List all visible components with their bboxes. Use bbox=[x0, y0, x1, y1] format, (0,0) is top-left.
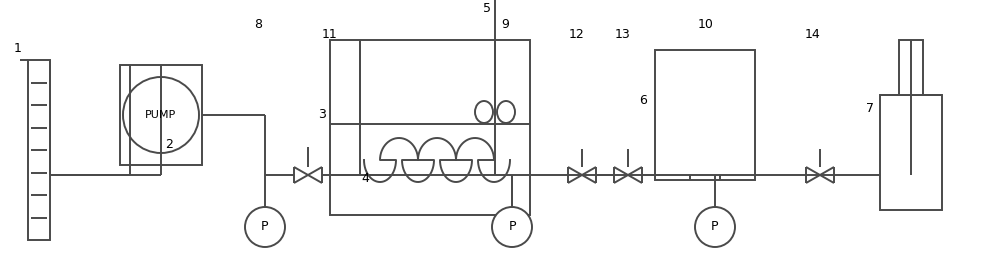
Circle shape bbox=[123, 77, 199, 153]
Text: 7: 7 bbox=[866, 102, 874, 114]
Text: 9: 9 bbox=[501, 19, 509, 32]
Text: PUMP: PUMP bbox=[145, 110, 177, 120]
Text: 8: 8 bbox=[254, 19, 262, 32]
Text: 4: 4 bbox=[361, 171, 369, 184]
Text: 11: 11 bbox=[322, 29, 338, 42]
Text: 1: 1 bbox=[14, 42, 22, 55]
Circle shape bbox=[245, 207, 285, 247]
Text: 12: 12 bbox=[569, 29, 585, 42]
Bar bbox=[120, 65, 202, 165]
Bar bbox=[899, 40, 923, 95]
Bar bbox=[880, 95, 942, 210]
Text: P: P bbox=[711, 221, 719, 234]
Text: 6: 6 bbox=[639, 93, 647, 106]
Bar bbox=[28, 60, 50, 240]
Circle shape bbox=[492, 207, 532, 247]
Text: P: P bbox=[508, 221, 516, 234]
Text: 10: 10 bbox=[698, 19, 714, 32]
Text: 13: 13 bbox=[615, 29, 631, 42]
Bar bbox=[655, 50, 755, 180]
Text: 14: 14 bbox=[805, 29, 821, 42]
Text: 3: 3 bbox=[318, 109, 326, 122]
Text: 5: 5 bbox=[483, 2, 491, 15]
Bar bbox=[330, 40, 530, 215]
Text: 2: 2 bbox=[165, 139, 173, 151]
Text: P: P bbox=[261, 221, 269, 234]
Circle shape bbox=[695, 207, 735, 247]
